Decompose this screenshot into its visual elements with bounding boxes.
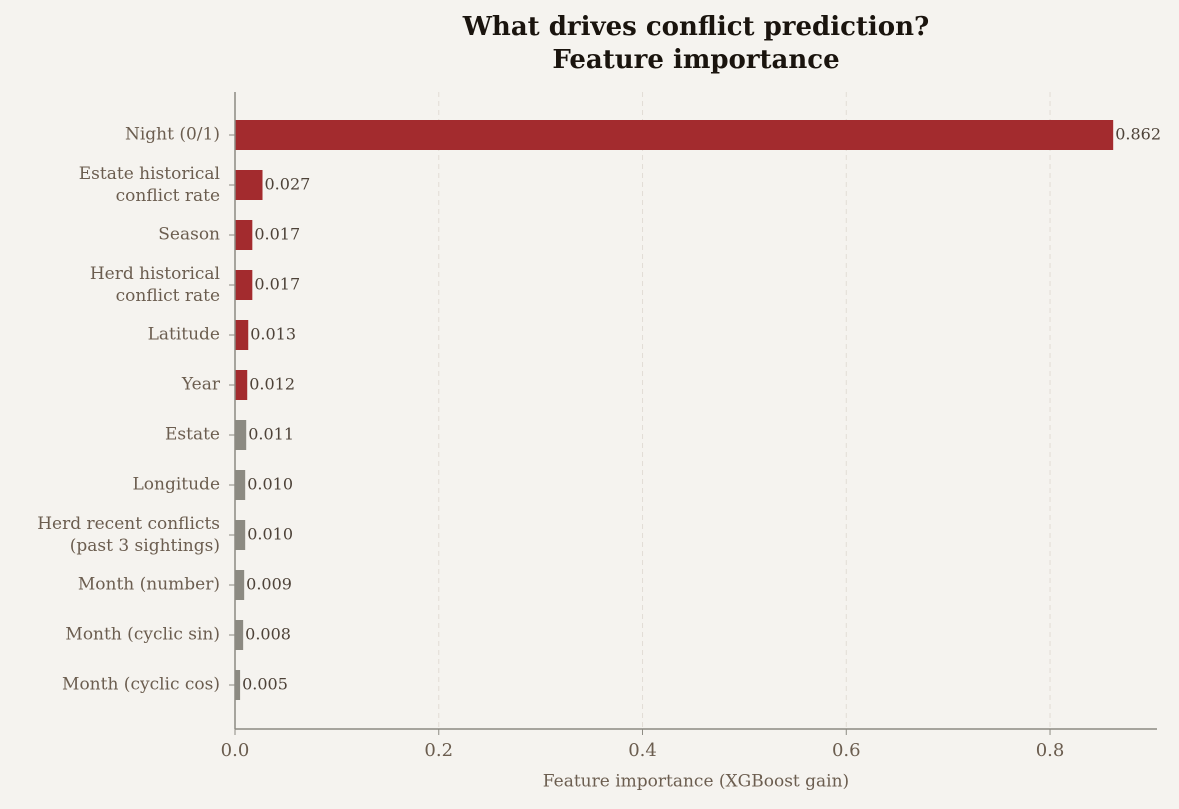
x-tick-label: 0.2 [424,740,453,761]
value-label: 0.012 [249,375,295,394]
y-tick-label: Estate [165,425,220,445]
bar [235,620,244,650]
value-label: 0.017 [254,225,300,244]
bar [235,570,245,600]
y-tick-label: Herd recent conflicts (past 3 sightings) [37,514,220,556]
bar [235,370,248,400]
value-label: 0.005 [242,675,288,694]
y-tick-label: Night (0/1) [125,125,220,145]
chart-title: What drives conflict prediction? Feature … [462,12,930,75]
y-tick-label: Year [181,375,221,395]
y-tick-label: Month (number) [78,575,220,595]
x-tick-label: 0.0 [221,740,250,761]
y-tick-label: Longitude [132,475,220,495]
bar [235,320,249,350]
bar [235,270,253,300]
x-tick-label: 0.4 [628,740,657,761]
value-label: 0.010 [247,475,293,494]
y-tick-label: Herd historical conflict rate [90,264,220,306]
bar [235,120,1114,150]
y-tick-label: Estate historical conflict rate [79,164,220,206]
y-tick-label: Month (cyclic sin) [65,625,220,645]
value-label: 0.009 [246,575,292,594]
y-tick-label: Latitude [148,325,220,345]
value-label: 0.027 [265,175,311,194]
bar [235,220,253,250]
y-tick-label: Month (cyclic cos) [62,675,220,695]
bar [235,170,263,200]
value-label: 0.010 [247,525,293,544]
bar [235,420,247,450]
value-label: 0.017 [254,275,300,294]
value-label: 0.862 [1115,125,1161,144]
bar [235,470,246,500]
x-tick-label: 0.8 [1036,740,1065,761]
value-label: 0.008 [245,625,291,644]
x-axis-label: Feature importance (XGBoost gain) [543,772,849,792]
bar [235,670,241,700]
value-label: 0.013 [250,325,296,344]
value-label: 0.011 [248,425,294,444]
x-tick-label: 0.6 [832,740,861,761]
y-tick-label: Season [158,225,220,245]
bar [235,520,246,550]
